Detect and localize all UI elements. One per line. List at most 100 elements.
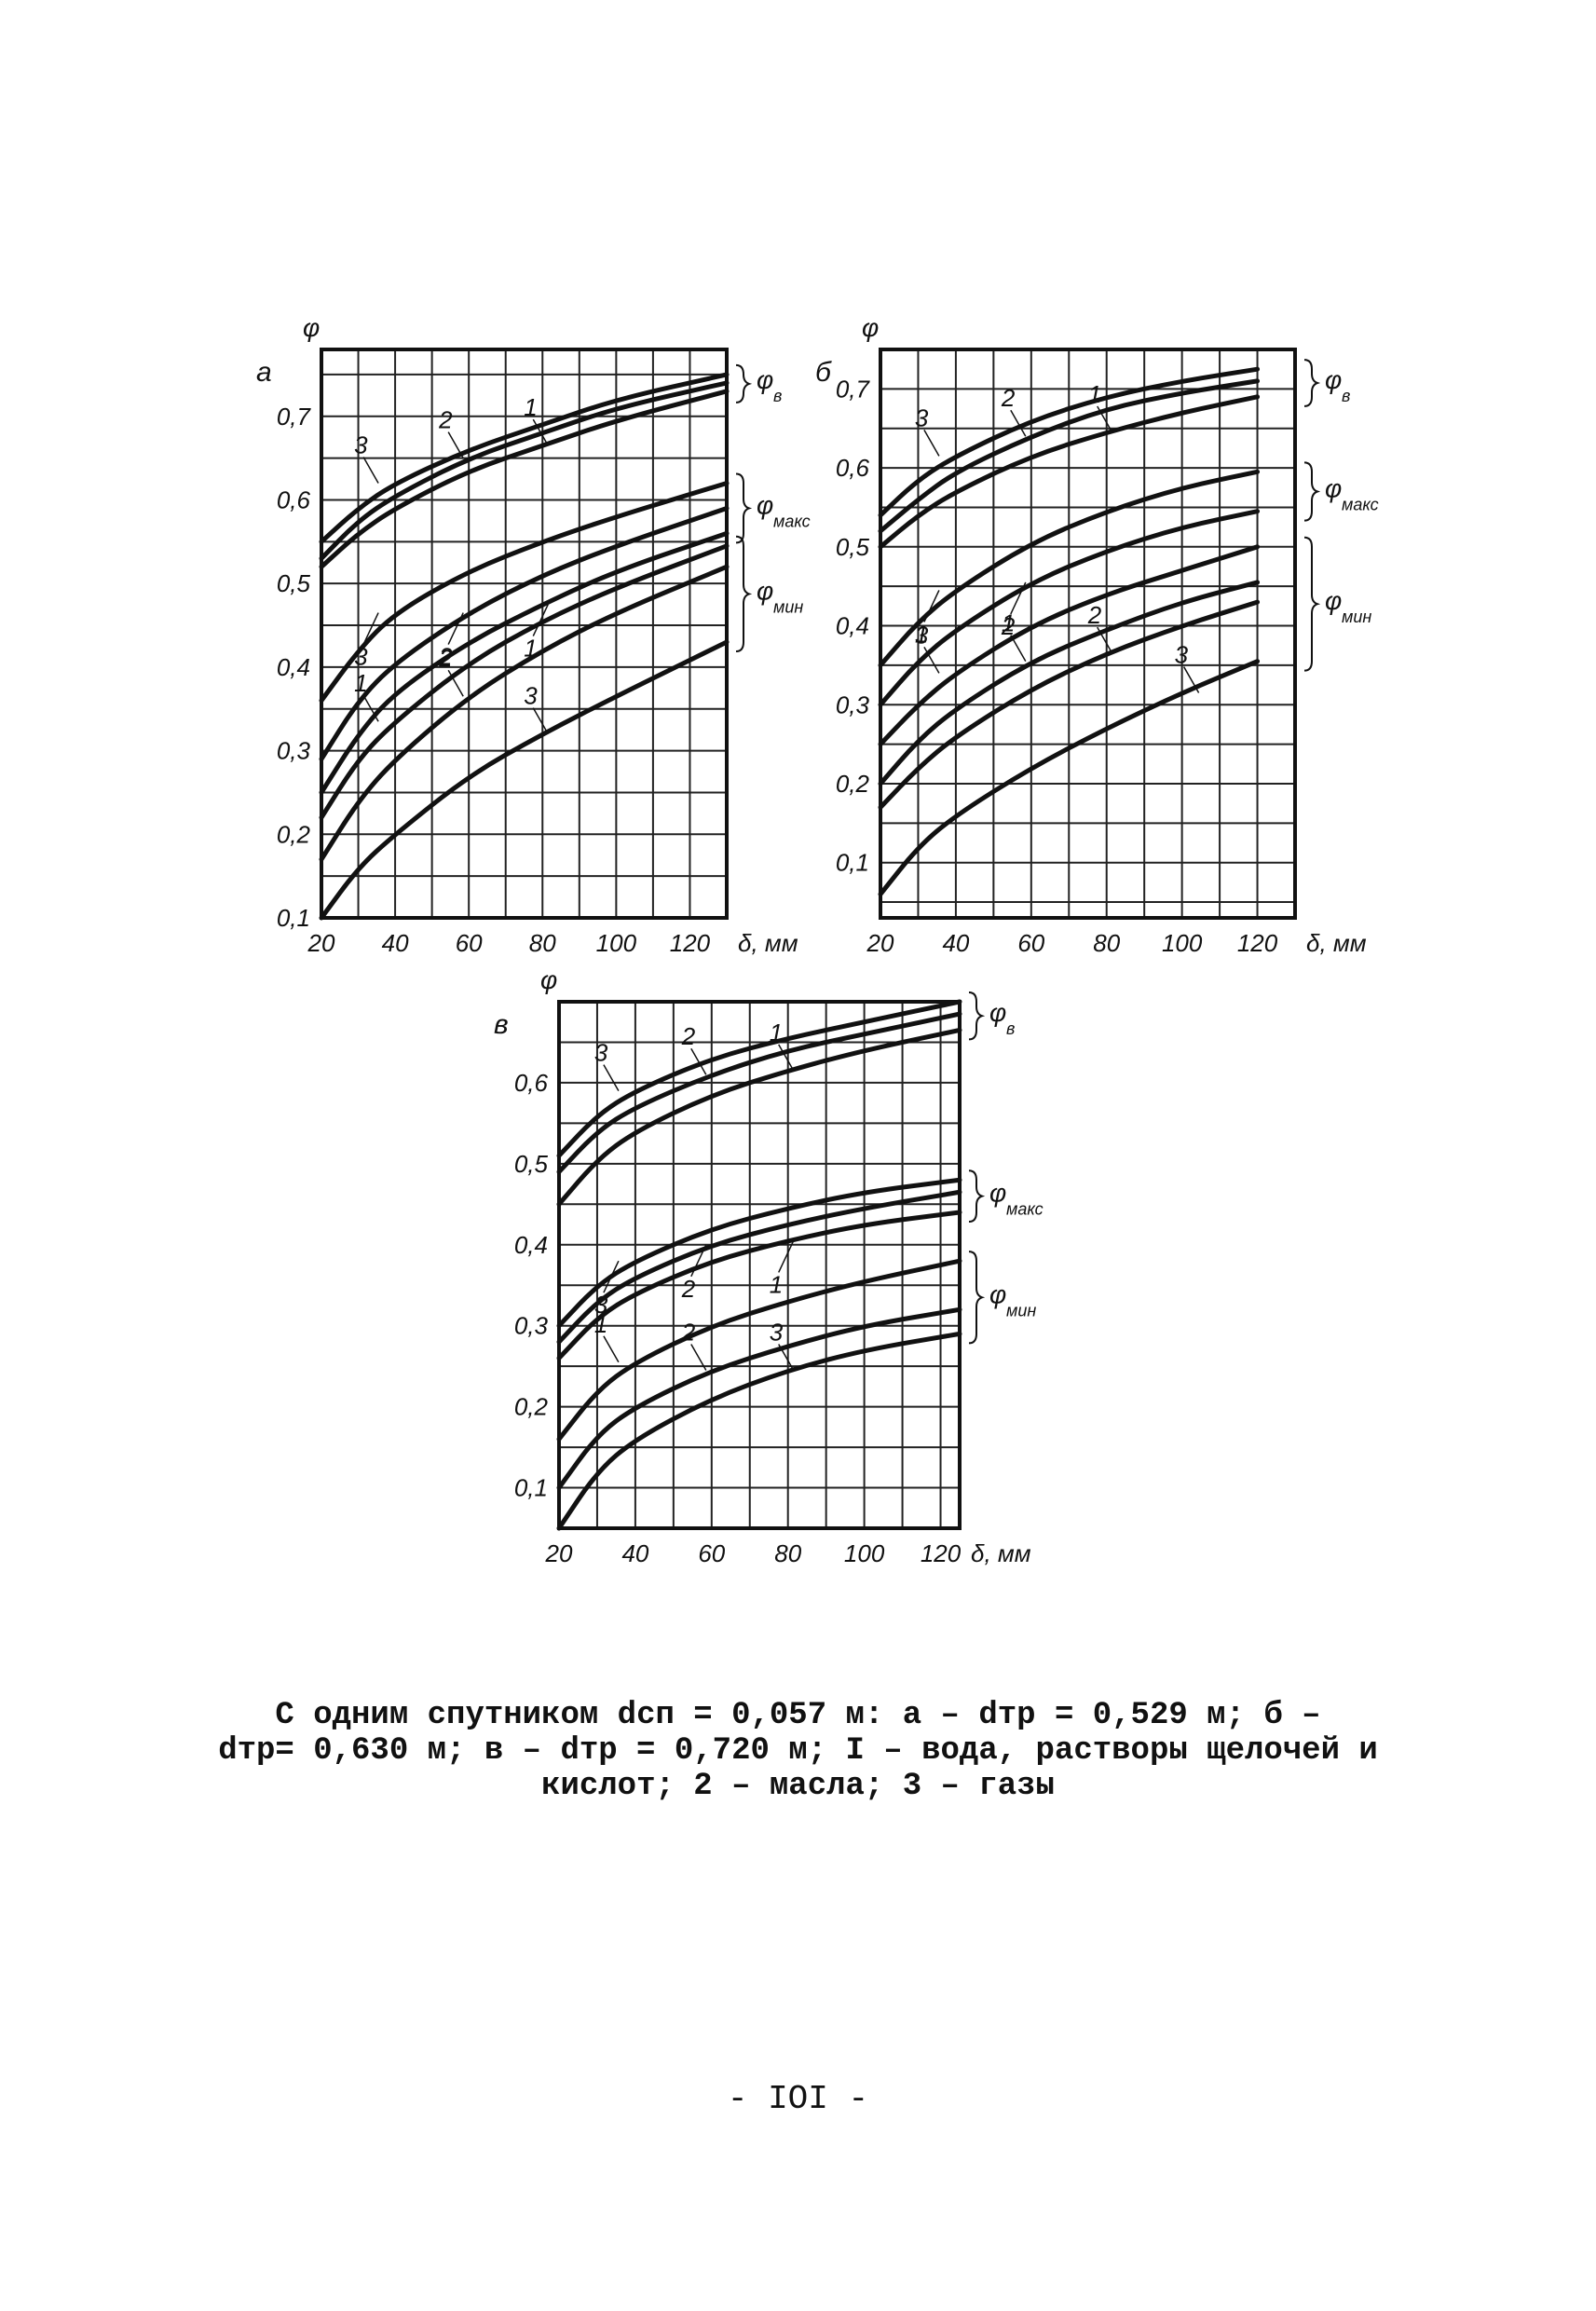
caption-line-3: кислот; 2 – масла; 3 – газы: [541, 1769, 1055, 1804]
series-leader-line: [923, 646, 940, 674]
series-label: 3: [770, 1319, 784, 1347]
group-label-subscript: макс: [773, 512, 811, 530]
y-tick-label: 0,2: [836, 770, 870, 798]
series-leader-line: [447, 612, 464, 645]
series-line: [878, 378, 1261, 534]
x-tick-label: 40: [942, 929, 969, 957]
chart-panel-1: 20 40 60 80 100 120 0,1 0,2 0,3 0,4 0,5 0,6 0,7 δ, мм…: [256, 313, 811, 957]
series-leader-line: [362, 457, 379, 484]
series-line: [319, 380, 730, 561]
series-label: 2: [1001, 612, 1016, 640]
caption-line-2: dтр= 0,630 м; в – dтр = 0,720 м; I – вод…: [218, 1733, 1378, 1769]
series-leader-line: [362, 694, 379, 722]
series-line: [319, 505, 730, 762]
series-line: [319, 530, 730, 795]
x-tick-label: 120: [921, 1539, 962, 1567]
series-leader-line: [778, 1240, 795, 1273]
series-label: 3: [915, 621, 929, 649]
group-brace: [735, 535, 753, 652]
series-label: 3: [594, 1039, 608, 1067]
x-axis-label: δ, мм: [738, 929, 798, 957]
x-axis-label: δ, мм: [971, 1539, 1031, 1567]
group-brace: [1303, 359, 1321, 407]
series-leader-line: [778, 1344, 795, 1371]
group-label-subscript: макс: [1342, 496, 1379, 514]
x-tick-label: 100: [596, 929, 637, 957]
series-line: [556, 1177, 962, 1329]
y-tick-label: 0,5: [836, 533, 870, 561]
series-label: 1: [1088, 380, 1101, 408]
x-tick-label: 20: [545, 1539, 573, 1567]
y-tick-label: 0,3: [277, 737, 311, 765]
x-tick-label: 100: [844, 1539, 885, 1567]
y-axis-label: φ: [540, 965, 557, 994]
y-tick-label: 0,1: [836, 849, 869, 877]
x-tick-label: 60: [456, 929, 483, 957]
series-label: 2: [681, 1275, 696, 1303]
series-leader-line: [362, 612, 379, 645]
x-tick-label: 100: [1162, 929, 1203, 957]
series-line: [319, 372, 730, 544]
series-leader-line: [1097, 626, 1113, 654]
series-leader-line: [1010, 581, 1027, 615]
group-label-subscript: в: [1006, 1019, 1015, 1038]
series-line: [319, 564, 730, 862]
series-label: 2: [681, 1022, 696, 1050]
series-leader-line: [447, 669, 464, 697]
series-label: 3: [524, 682, 538, 710]
x-tick-label: 40: [621, 1539, 648, 1567]
series-leader-line: [923, 590, 940, 622]
series-line: [319, 543, 730, 820]
series-leader-line: [532, 604, 549, 636]
group-label: φ: [989, 1279, 1006, 1308]
group-label: φ: [757, 365, 773, 394]
series-line: [319, 639, 730, 921]
panel-label: а: [256, 357, 272, 388]
series-leader-line: [532, 707, 549, 735]
series-line: [556, 1189, 962, 1345]
series-label: 3: [354, 431, 368, 459]
series-leader-line: [690, 1047, 707, 1075]
panel-label: в: [494, 1009, 509, 1040]
series-line: [878, 599, 1261, 810]
y-tick-label: 0,6: [836, 454, 870, 482]
series-line: [878, 469, 1261, 668]
series-line: [556, 1011, 962, 1175]
y-tick-label: 0,7: [277, 403, 312, 431]
x-tick-label: 80: [529, 929, 556, 957]
x-tick-label: 80: [774, 1539, 801, 1567]
y-tick-label: 0,5: [514, 1150, 549, 1178]
x-tick-label: 20: [307, 929, 335, 957]
y-tick-label: 0,6: [514, 1069, 549, 1097]
y-tick-label: 0,3: [836, 691, 870, 718]
group-label: φ: [1325, 474, 1342, 503]
series-label: 1: [915, 620, 928, 648]
series-leader-line: [1182, 666, 1200, 693]
series-line: [556, 1331, 962, 1531]
series-label: 2: [438, 644, 453, 672]
series-label: 2: [1087, 601, 1102, 629]
series-label: 3: [915, 403, 929, 431]
series-line: [878, 394, 1261, 550]
group-label-subscript: мин: [773, 597, 803, 616]
series-leader-line: [603, 1260, 620, 1293]
series-leader-line: [532, 418, 549, 446]
group-label: φ: [1325, 586, 1342, 615]
x-tick-label: 120: [670, 929, 711, 957]
series-label: 1: [770, 1019, 783, 1046]
group-brace: [968, 991, 986, 1041]
series-label: 2: [1001, 384, 1016, 412]
group-label: φ: [1325, 365, 1342, 394]
plot-frame: [879, 348, 1297, 920]
y-tick-label: 0,7: [836, 375, 871, 403]
series-label: 2: [681, 1319, 696, 1347]
series-label: 3: [1175, 641, 1189, 669]
y-tick-label: 0,5: [277, 569, 311, 597]
group-label: φ: [989, 998, 1006, 1027]
series-line: [556, 999, 962, 1158]
group-brace: [968, 1251, 986, 1345]
group-brace: [1303, 461, 1321, 522]
series-label: 1: [770, 1270, 783, 1298]
